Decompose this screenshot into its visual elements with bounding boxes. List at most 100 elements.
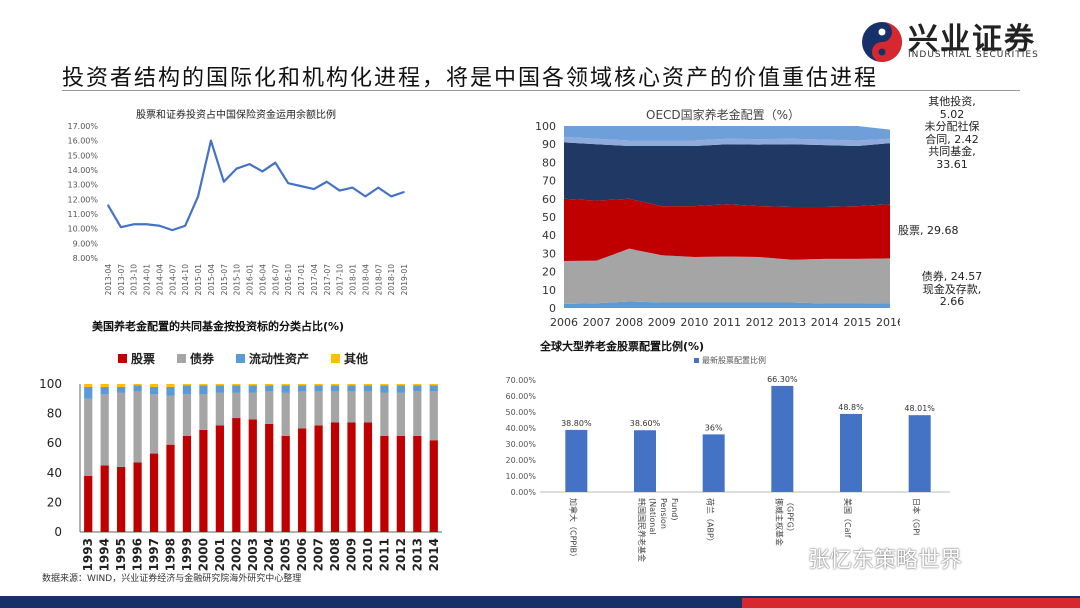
bar-segment (429, 384, 438, 386)
y-tick-label: 8.00% (73, 254, 99, 263)
data-label: 66.30% (767, 375, 798, 384)
bar-segment (248, 385, 257, 393)
bar-segment (100, 384, 109, 387)
x-tick-label: 2018-04 (361, 264, 370, 296)
x-tick-label: 1998 (164, 538, 178, 571)
x-tick-label: 2014-04 (155, 264, 164, 296)
bar-segment (84, 384, 93, 387)
chart1-title: 股票和证券投资占中国保险资金运用余额比例 (136, 110, 336, 121)
legend-label: 股票 (131, 352, 156, 366)
bar-segment (363, 385, 373, 392)
bar-segment (330, 422, 340, 532)
bar (840, 413, 862, 492)
x-tick-label: 2015-04 (207, 264, 216, 296)
bar (771, 385, 794, 492)
bar-segment (429, 440, 438, 532)
bar-segment (199, 384, 208, 386)
bar-segment (100, 465, 109, 532)
bar-segment (330, 391, 340, 423)
data-point (274, 161, 277, 164)
data-point (287, 182, 289, 184)
bar-segment (199, 385, 208, 395)
bar-segment (298, 385, 307, 392)
x-tick-label: 2007 (583, 316, 611, 328)
bar-segment (133, 384, 142, 386)
y-tick-label: 9.00% (73, 239, 99, 248)
bar-segment (117, 392, 126, 467)
bar-segment (363, 391, 373, 423)
bar-segment (215, 384, 224, 386)
annotation-line: 5.02 (939, 107, 965, 121)
y-tick-label: 11.00% (67, 210, 98, 219)
x-tick-label: 2018-01 (349, 264, 358, 296)
y-tick-label: 60 (47, 436, 62, 450)
bar-segment (166, 395, 175, 445)
area-series (564, 198, 890, 262)
data-point (338, 189, 341, 192)
x-tick-label: 1996 (131, 538, 145, 571)
bar-segment (298, 384, 307, 386)
bar-segment (314, 384, 323, 386)
data-point (235, 167, 238, 170)
x-tick-label: 2009 (648, 316, 676, 328)
x-tick-label: 2014-07 (168, 264, 177, 296)
x-tick-label: 2018-10 (387, 264, 396, 296)
x-tick-label: 2014-01 (143, 264, 152, 296)
data-point (300, 185, 302, 187)
y-tick-label: 80 (542, 156, 556, 169)
annotation-line: 2.66 (939, 295, 965, 308)
bar-segment (84, 386, 93, 399)
bar-segment (100, 394, 109, 466)
bar-segment (281, 392, 290, 436)
x-tick-label: 2006 (295, 538, 309, 571)
x-tick-label: 2013-10 (130, 264, 139, 296)
area-series (564, 301, 890, 308)
data-point (145, 223, 148, 226)
company-logo (862, 22, 902, 62)
series-line (107, 139, 405, 232)
x-tick-label: 2012 (394, 538, 408, 571)
bar-segment (380, 384, 389, 386)
data-label: 38.60% (630, 419, 661, 428)
data-point (364, 195, 367, 198)
x-tick-label: 2008 (615, 316, 643, 328)
bar-segment (232, 392, 241, 419)
bar-segment (232, 418, 241, 532)
x-tick-label: 2018-07 (374, 264, 383, 296)
x-tick-label: 2017-07 (323, 264, 332, 296)
bar-segment (133, 462, 142, 532)
legend-item: 股票 (118, 350, 155, 367)
x-tick-label: 2009 (345, 538, 359, 571)
chart3-title: 美国养老金配置的共同基金按投资标的分类占比(%) (92, 320, 345, 333)
bar-segment (265, 423, 274, 532)
y-tick-label: 40.00% (505, 424, 536, 433)
annotation-line: 其他投资, (928, 95, 976, 108)
bar-segment (232, 385, 241, 393)
bar-segment (166, 384, 175, 387)
y-tick-label: 100 (39, 377, 62, 391)
annotation-line: 共同基金, (928, 145, 976, 158)
bar (908, 415, 931, 492)
chart4-title: 全球大型养老金股票配置比例(%) (540, 340, 705, 353)
x-tick-label: 2014-10 (181, 264, 190, 296)
data-label: 36% (705, 423, 723, 432)
bar-segment (396, 435, 405, 532)
x-tick-label: 2013-07 (117, 264, 126, 296)
y-tick-label: 40 (542, 229, 556, 242)
x-tick-label: 美国（Calf (843, 498, 853, 538)
bar-segment (265, 391, 274, 424)
title-divider (62, 90, 1020, 91)
x-tick-label: 2003 (246, 538, 260, 571)
legend-label: 其他 (344, 352, 369, 366)
legend-swatch-other (331, 354, 341, 363)
annotation-line: 合同, 2.42 (925, 132, 979, 146)
bar-segment (396, 384, 405, 386)
legend-label: 最新股票配置比例 (702, 356, 766, 365)
x-tick-label: 2006 (550, 316, 578, 328)
bar-segment (347, 385, 356, 392)
x-tick-label: 2016-01 (246, 264, 255, 296)
area-series (564, 126, 890, 141)
y-tick-label: 30 (542, 247, 556, 260)
data-point (248, 163, 251, 165)
